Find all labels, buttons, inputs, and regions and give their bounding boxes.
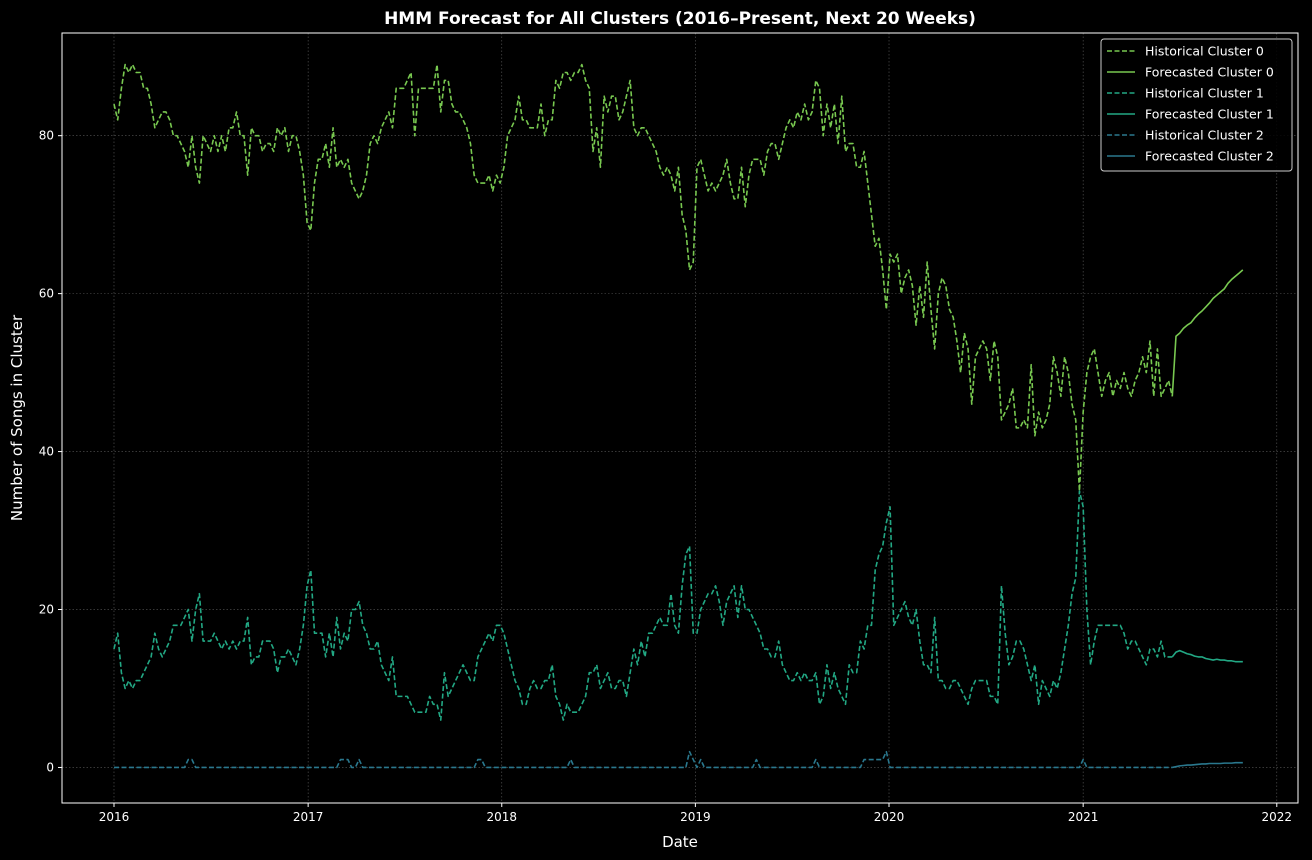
legend-label: Forecasted Cluster 1	[1145, 107, 1274, 122]
plot-frame	[61, 32, 1299, 804]
x-tick-label: 2019	[680, 810, 711, 824]
x-tick-label: 2022	[1262, 810, 1293, 824]
y-tick-label: 0	[46, 760, 54, 774]
axis-ticks: 2016 2017 2018 2019 2020 2021 2022 0 20 40 60 80	[39, 129, 1292, 824]
y-tick-label: 80	[39, 129, 54, 143]
series-line-5	[1172, 761, 1243, 769]
series-lines	[113, 63, 1244, 769]
x-tick-label: 2020	[874, 810, 905, 824]
x-tick-label: 2017	[293, 810, 324, 824]
legend-label: Forecasted Cluster 0	[1145, 65, 1274, 80]
series-line-3	[1171, 649, 1243, 663]
legend: Historical Cluster 0 Forecasted Cluster 0…	[1100, 38, 1293, 172]
y-tick-label: 40	[39, 445, 54, 459]
series-line-0	[113, 63, 1174, 492]
y-axis-title: Number of Songs in Cluster	[8, 314, 26, 521]
legend-label: Historical Cluster 1	[1145, 86, 1264, 101]
legend-box	[1100, 38, 1293, 172]
legend-label: Historical Cluster 2	[1145, 128, 1264, 143]
series-line-2	[113, 490, 1173, 721]
y-tick-label: 60	[39, 287, 54, 301]
series-line-4	[113, 750, 1173, 769]
x-tick-label: 2016	[99, 810, 130, 824]
chart-title: HMM Forecast for All Clusters (2016–Pres…	[384, 9, 976, 29]
legend-label: Forecasted Cluster 2	[1145, 149, 1274, 164]
x-tick-label: 2021	[1068, 810, 1099, 824]
series-line-1	[1171, 269, 1244, 397]
x-tick-label: 2018	[486, 810, 517, 824]
y-tick-label: 20	[39, 603, 54, 617]
legend-label: Historical Cluster 0	[1145, 44, 1264, 59]
x-axis-title: Date	[662, 833, 698, 851]
